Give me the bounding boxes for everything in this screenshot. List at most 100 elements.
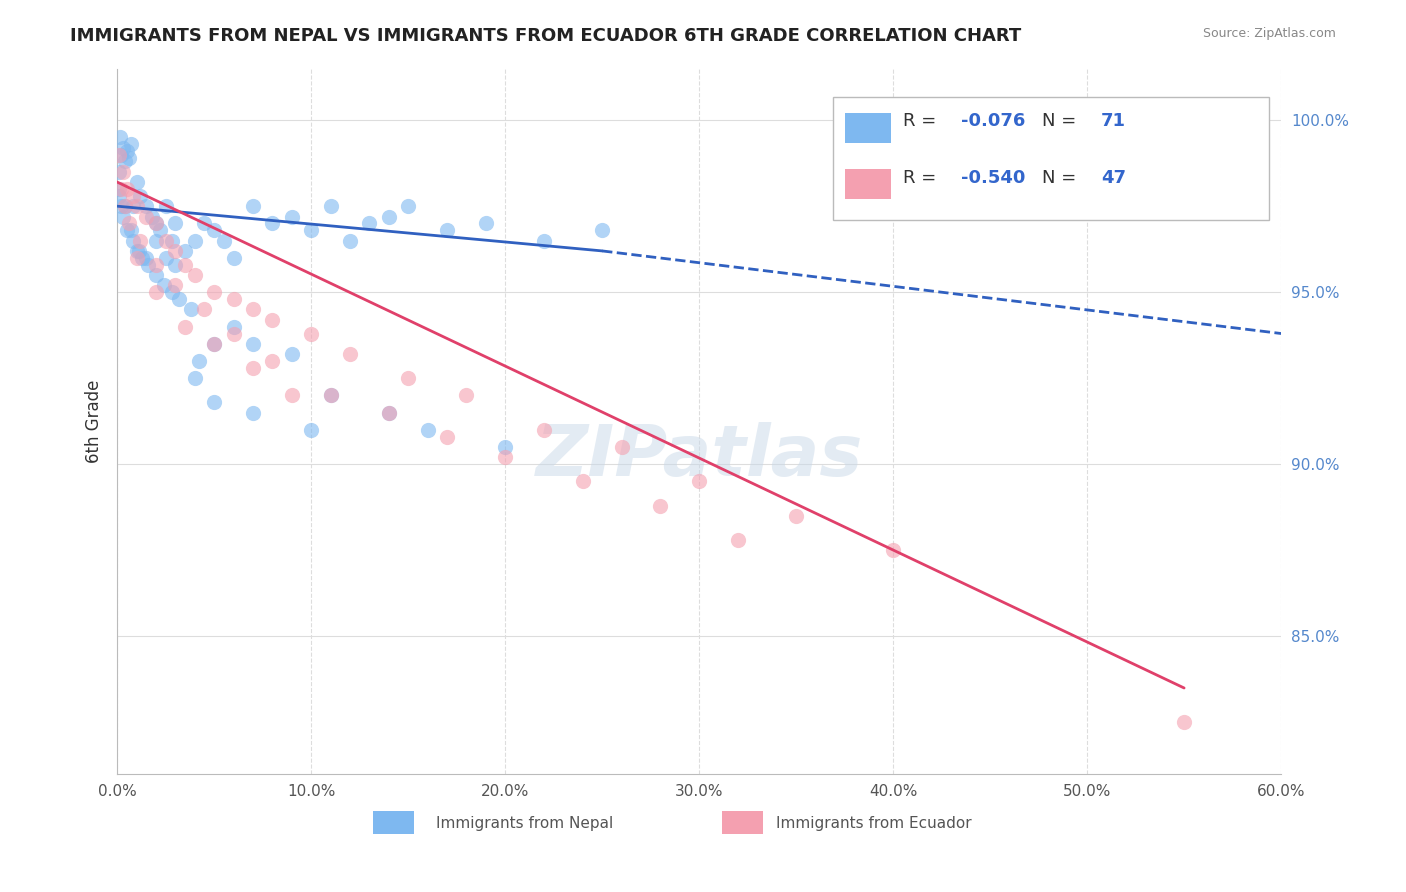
Bar xyxy=(845,169,891,199)
Point xyxy=(184,371,207,385)
Point xyxy=(165,258,187,272)
Point xyxy=(222,251,245,265)
Point xyxy=(202,223,225,237)
Point xyxy=(145,234,167,248)
Point xyxy=(128,244,150,258)
Bar xyxy=(832,96,1270,220)
Point xyxy=(108,182,131,196)
Point xyxy=(155,251,177,265)
Y-axis label: 6th Grade: 6th Grade xyxy=(86,380,103,463)
Point xyxy=(135,251,157,265)
Point xyxy=(129,234,152,248)
Point xyxy=(319,199,342,213)
Point xyxy=(108,130,131,145)
Text: Source: ZipAtlas.com: Source: ZipAtlas.com xyxy=(1202,27,1336,40)
Text: ZIPatlas: ZIPatlas xyxy=(536,422,863,491)
Point xyxy=(1173,715,1195,730)
Point xyxy=(187,354,209,368)
Point xyxy=(299,223,322,237)
Point xyxy=(110,147,132,161)
Point xyxy=(149,223,172,237)
Point xyxy=(396,371,419,385)
Point xyxy=(121,189,143,203)
Point xyxy=(184,268,207,282)
Point xyxy=(202,285,225,300)
Point xyxy=(202,336,225,351)
Point xyxy=(688,475,710,489)
Point xyxy=(281,347,304,361)
Point xyxy=(319,388,342,402)
Point xyxy=(167,292,190,306)
Point xyxy=(242,406,264,420)
Point xyxy=(242,336,264,351)
Point xyxy=(299,423,322,437)
Point xyxy=(262,354,284,368)
Point xyxy=(125,244,148,258)
Point xyxy=(416,423,439,437)
Point xyxy=(125,199,148,213)
Point xyxy=(152,278,174,293)
Point xyxy=(339,234,361,248)
Point xyxy=(160,285,183,300)
Point xyxy=(222,292,245,306)
Point xyxy=(118,151,141,165)
Point xyxy=(591,223,613,237)
Point xyxy=(111,165,134,179)
Point xyxy=(114,199,136,213)
Point xyxy=(108,147,131,161)
Point xyxy=(359,216,381,230)
Text: N =: N = xyxy=(1042,112,1083,130)
Point xyxy=(193,302,215,317)
Text: 47: 47 xyxy=(1101,169,1126,186)
Point xyxy=(319,388,342,402)
Point xyxy=(378,406,401,420)
Point xyxy=(118,216,141,230)
Point xyxy=(125,175,148,189)
Point xyxy=(155,199,177,213)
Text: 71: 71 xyxy=(1101,112,1126,130)
Point xyxy=(242,360,264,375)
Point xyxy=(129,189,152,203)
Text: IMMIGRANTS FROM NEPAL VS IMMIGRANTS FROM ECUADOR 6TH GRADE CORRELATION CHART: IMMIGRANTS FROM NEPAL VS IMMIGRANTS FROM… xyxy=(70,27,1022,45)
Point xyxy=(115,182,138,196)
Point xyxy=(202,336,225,351)
Text: R =: R = xyxy=(903,169,942,186)
Text: -0.076: -0.076 xyxy=(962,112,1025,130)
Text: N =: N = xyxy=(1042,169,1083,186)
Point xyxy=(262,216,284,230)
Point xyxy=(121,234,143,248)
Point xyxy=(136,258,159,272)
Text: R =: R = xyxy=(903,112,942,130)
Point xyxy=(222,319,245,334)
Point xyxy=(882,543,904,558)
Point xyxy=(111,210,134,224)
Point xyxy=(174,244,197,258)
Point xyxy=(456,388,478,402)
Point xyxy=(145,216,167,230)
Point xyxy=(125,251,148,265)
Point xyxy=(180,302,202,317)
Point xyxy=(494,440,516,454)
Point xyxy=(222,326,245,341)
Point xyxy=(281,388,304,402)
Point xyxy=(115,144,138,158)
Point xyxy=(242,199,264,213)
Point xyxy=(145,258,167,272)
Point xyxy=(160,234,183,248)
Point xyxy=(155,234,177,248)
Point xyxy=(339,347,361,361)
Point xyxy=(165,278,187,293)
Point xyxy=(145,285,167,300)
Point xyxy=(193,216,215,230)
Point xyxy=(378,210,401,224)
Point xyxy=(202,395,225,409)
Bar xyxy=(723,812,763,834)
Point xyxy=(145,268,167,282)
Point xyxy=(120,223,142,237)
Point xyxy=(785,508,807,523)
Point xyxy=(114,199,136,213)
Point xyxy=(121,199,143,213)
Point xyxy=(184,234,207,248)
Point xyxy=(650,499,672,513)
Text: Immigrants from Nepal: Immigrants from Nepal xyxy=(436,816,613,831)
